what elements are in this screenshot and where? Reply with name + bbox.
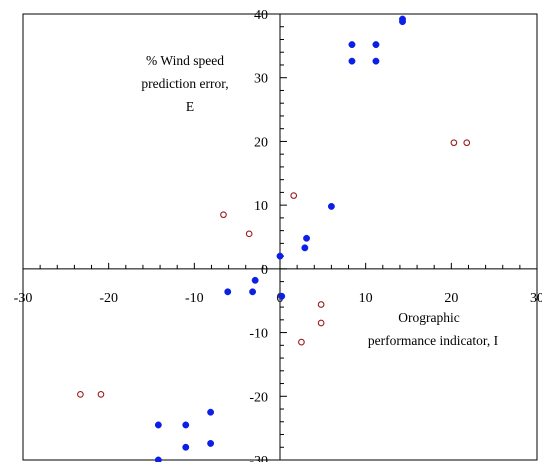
y-tick-label: -30 xyxy=(249,454,268,462)
data-point-filled xyxy=(276,252,284,260)
data-point-filled xyxy=(278,292,286,300)
y-tick-label: 30 xyxy=(254,72,268,87)
data-point-open xyxy=(97,391,105,398)
data-point-open xyxy=(220,211,227,219)
y-tick-label: 40 xyxy=(254,8,268,23)
data-point-filled xyxy=(372,41,380,49)
y-tick-label: 0 xyxy=(261,263,268,278)
data-point-filled xyxy=(348,57,356,65)
ticks xyxy=(22,13,538,461)
x-tick-label: -10 xyxy=(185,291,204,306)
data-point-open xyxy=(317,319,325,327)
data-point-open xyxy=(450,139,458,147)
data-point-open xyxy=(77,391,84,398)
data-point-filled xyxy=(251,276,259,284)
data-point-filled xyxy=(224,288,232,296)
data-point-filled xyxy=(207,439,215,447)
data-point-open xyxy=(290,192,298,199)
data-point-filled xyxy=(249,288,257,296)
x-tick-label: -20 xyxy=(99,291,118,306)
y-annotation-line-1: % Wind speed xyxy=(146,53,224,68)
data-point-filled xyxy=(182,443,190,451)
data-points xyxy=(77,15,471,462)
data-point-filled xyxy=(399,18,406,26)
data-point-filled xyxy=(327,202,335,210)
x-annotation-line-1: Orographic xyxy=(398,310,459,325)
y-annotation-line-3: E xyxy=(186,99,194,114)
x-tick-label: 30 xyxy=(530,291,542,306)
data-point-open xyxy=(317,301,325,308)
y-annotation-line-2: prediction error, xyxy=(141,76,228,91)
y-tick-label: -10 xyxy=(249,327,268,342)
x-tick-label: -30 xyxy=(14,291,33,306)
x-tick-label: 10 xyxy=(359,291,373,306)
x-annotation-line-2: performance indicator, I xyxy=(368,333,499,348)
y-tick-label: 10 xyxy=(254,199,268,214)
data-point-filled xyxy=(301,244,309,252)
data-point-filled xyxy=(303,234,311,242)
data-point-filled xyxy=(182,421,190,429)
data-point-filled xyxy=(154,456,162,462)
x-tick-label: 20 xyxy=(444,291,458,306)
data-point-filled xyxy=(154,421,162,429)
data-point-open xyxy=(463,139,471,147)
data-point-filled xyxy=(348,41,356,49)
data-point-open xyxy=(245,230,253,238)
y-tick-label: -20 xyxy=(249,390,268,405)
data-point-filled xyxy=(372,57,380,65)
data-point-filled xyxy=(207,408,215,416)
data-point-open xyxy=(298,338,305,346)
y-tick-label: 20 xyxy=(254,135,268,150)
